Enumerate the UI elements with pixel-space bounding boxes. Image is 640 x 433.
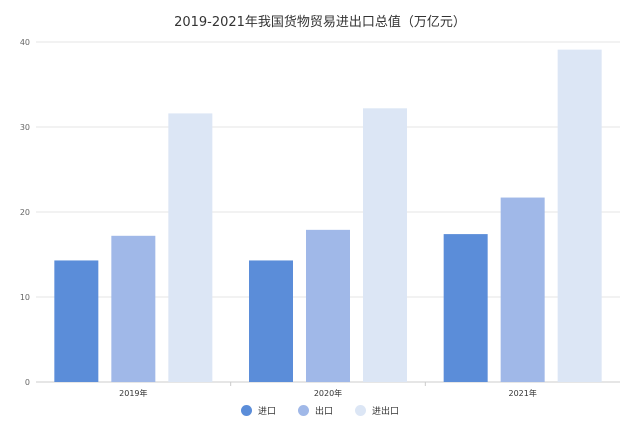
- legend-label-export: 出口: [314, 407, 333, 417]
- legend-swatch-total: [355, 405, 366, 416]
- bar-total-2021年: [557, 49, 602, 383]
- y-tick-label-20: 20: [20, 208, 30, 217]
- legend-item-export[interactable]: 出口: [297, 404, 333, 417]
- bar-total-2019年: [168, 113, 213, 383]
- y-tick-label-40: 40: [20, 38, 30, 47]
- x-tick-label-2: 2021年: [508, 388, 536, 398]
- bar-export-2019年: [111, 235, 156, 382]
- legend: 进口 出口 进出口: [0, 404, 640, 417]
- x-tick-label-0: 2019年: [119, 388, 147, 398]
- y-tick-label-10: 10: [20, 293, 30, 302]
- bar-export-2021年: [500, 197, 545, 382]
- bar-export-2020年: [306, 229, 350, 382]
- legend-label-total: 进出口: [372, 407, 400, 417]
- legend-item-total[interactable]: 进出口: [355, 404, 399, 417]
- bar-import-2019年: [54, 260, 99, 382]
- bar-total-2020年: [363, 108, 407, 383]
- legend-item-import[interactable]: 进口: [240, 404, 276, 417]
- bar-import-2021年: [443, 234, 488, 382]
- y-tick-label-0: 0: [25, 378, 30, 387]
- y-tick-label-30: 30: [20, 123, 30, 132]
- x-tick-label-1: 2020年: [314, 388, 342, 398]
- bar-import-2020年: [249, 260, 293, 382]
- legend-swatch-export: [297, 405, 309, 416]
- chart-title: 2019-2021年我国货物贸易进出口总值（万亿元）: [174, 15, 466, 30]
- legend-swatch-import: [240, 405, 252, 416]
- legend-label-import: 进口: [257, 407, 276, 417]
